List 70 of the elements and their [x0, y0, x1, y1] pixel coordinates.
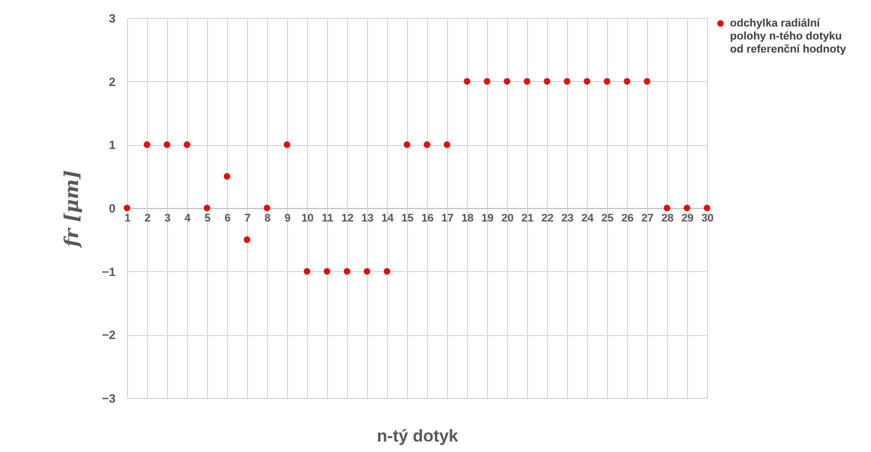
point [504, 78, 510, 85]
point [584, 78, 590, 85]
y-tick-label: 1 [108, 138, 116, 152]
x-tick-label: 24 [581, 212, 594, 224]
y-tick-label: 0 [108, 202, 116, 216]
y-tick-label: −2 [102, 328, 116, 342]
point [424, 141, 430, 148]
x-tick-label: 20 [501, 212, 514, 224]
point [444, 141, 450, 148]
x-tick-label: 30 [701, 212, 714, 224]
point [364, 268, 370, 275]
x-tick-label: 28 [661, 212, 674, 224]
x-tick-label: 5 [204, 212, 211, 224]
y-tick-label: −3 [102, 392, 116, 406]
x-tick-label: 7 [244, 212, 251, 224]
x-tick-label: 19 [481, 212, 494, 224]
x-tick-label: 3 [164, 212, 171, 224]
point [404, 141, 410, 148]
x-tick-label: 29 [681, 212, 694, 224]
point [484, 78, 490, 85]
x-tick-label: 16 [421, 212, 434, 224]
point [604, 78, 610, 85]
point [524, 78, 530, 85]
point [124, 204, 130, 212]
point [184, 141, 190, 148]
point [304, 268, 310, 275]
point [324, 268, 330, 275]
point [344, 268, 350, 275]
x-tick-label: 12 [341, 212, 354, 224]
x-tick-label: 17 [441, 212, 454, 224]
point [684, 204, 690, 212]
point [564, 78, 570, 85]
x-tick-label: 6 [224, 212, 231, 224]
point [644, 78, 650, 85]
point [224, 173, 230, 180]
point [164, 141, 170, 148]
point [284, 141, 290, 148]
x-tick-label: 15 [401, 212, 414, 224]
point [544, 78, 550, 85]
x-axis-title: n-tý dotyk [376, 426, 459, 446]
point [244, 236, 250, 243]
point [204, 204, 210, 212]
y-tick-label: 2 [108, 74, 116, 89]
x-tick-label: 1 [124, 212, 131, 224]
x-tick-label: 25 [601, 212, 614, 224]
point [464, 78, 470, 85]
x-tick-label: 22 [541, 212, 554, 224]
x-tick-label: 2 [144, 212, 151, 224]
x-tick-label: 23 [561, 212, 574, 224]
point [384, 268, 390, 275]
x-tick-label: 18 [461, 212, 474, 224]
x-tick-label: 27 [641, 212, 654, 224]
x-tick-label: 14 [381, 212, 394, 224]
y-axis-title: fr [μm] [60, 170, 83, 249]
x-tick-label: 13 [361, 212, 374, 224]
y-tick-label: 3 [108, 12, 116, 26]
x-tick-label: 21 [521, 212, 534, 224]
point [264, 204, 270, 212]
x-tick-label: 4 [184, 212, 192, 224]
legend-label: odchylka radiální polohy n-tého dotyku od referenční hodnoty [730, 18, 847, 56]
x-tick-label: 9 [284, 212, 291, 224]
point [624, 78, 630, 85]
x-tick-label: 11 [322, 212, 334, 224]
y-tick-label: −1 [102, 264, 116, 279]
x-tick-label: 10 [301, 212, 314, 224]
x-tick-label: 8 [264, 212, 271, 224]
point [664, 204, 670, 212]
point [144, 141, 150, 148]
x-tick-label: 26 [621, 212, 634, 224]
point [704, 204, 710, 212]
